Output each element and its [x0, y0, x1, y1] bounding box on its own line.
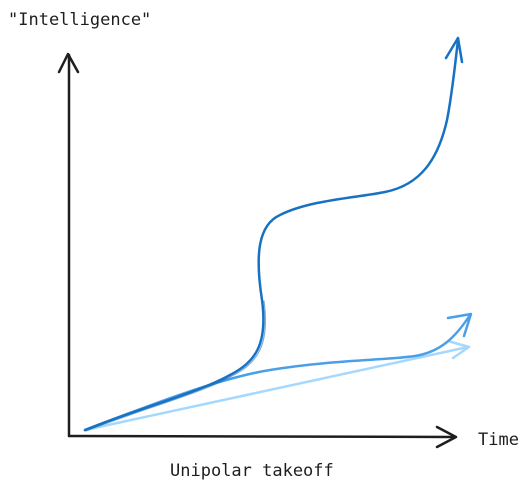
x-axis-arrowhead — [435, 425, 458, 449]
middle-curve-arrowhead — [446, 312, 473, 338]
x-axis-label: Time — [478, 430, 519, 450]
x-axis — [67, 434, 457, 439]
middle-curve — [83, 313, 472, 432]
y-axis-arrowhead — [57, 52, 80, 74]
y-axis-label: "Intelligence" — [8, 10, 152, 30]
leading-curve-arrowhead — [444, 36, 464, 64]
leading-curve-shadow — [85, 300, 266, 432]
lower-curve — [83, 345, 470, 432]
leading-curve — [83, 38, 460, 432]
diagram-caption: Unipolar takeoff — [170, 461, 334, 481]
lower-curve-arrowhead — [446, 339, 471, 360]
